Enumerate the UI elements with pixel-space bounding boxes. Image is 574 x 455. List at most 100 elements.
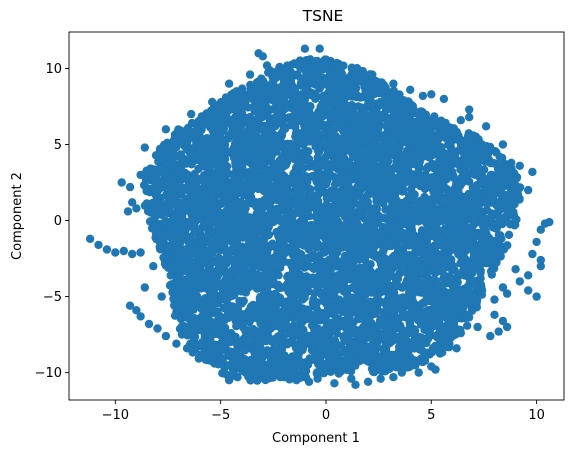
scatter-point [319, 368, 329, 378]
scatter-point [357, 169, 367, 178]
scatter-point [448, 167, 457, 177]
scatter-point [377, 366, 386, 376]
scatter-point [289, 272, 298, 281]
scatter-point [503, 241, 512, 250]
scatter-point [385, 331, 395, 341]
scatter-point [428, 159, 437, 168]
scatter-point [343, 192, 352, 201]
scatter-point [372, 197, 381, 206]
scatter-point [472, 185, 481, 195]
scatter-point [379, 246, 388, 255]
scatter-point [242, 152, 252, 161]
scatter-point [322, 311, 331, 321]
scatter-point [228, 147, 238, 156]
scatter-point [241, 96, 251, 105]
scatter-point [405, 223, 414, 233]
scatter-point [372, 136, 381, 145]
scatter-point [182, 159, 191, 168]
scatter-point [276, 263, 285, 272]
scatter-point [427, 173, 436, 182]
scatter-point [475, 266, 485, 275]
scatter-point [327, 159, 337, 168]
scatter-point [375, 320, 384, 329]
scatter-point [452, 289, 462, 298]
scatter-point [407, 266, 416, 275]
scatter-point [273, 355, 282, 364]
scatter-point [390, 251, 399, 260]
scatter-point [512, 172, 522, 182]
scatter-point [212, 307, 221, 316]
scatter-point [463, 321, 472, 330]
scatter-point [396, 250, 405, 259]
scatter-point [299, 134, 308, 143]
scatter-point [330, 336, 340, 345]
scatter-point [176, 314, 186, 323]
scatter-point [346, 76, 356, 85]
scatter-point [466, 279, 476, 288]
scatter-point [367, 319, 376, 328]
scatter-point [211, 340, 220, 349]
scatter-point [284, 338, 294, 347]
scatter-point [174, 215, 184, 224]
scatter-point [283, 279, 292, 288]
scatter-point [279, 180, 288, 190]
scatter-point [413, 286, 422, 295]
scatter-point [206, 335, 215, 344]
scatter-point [352, 83, 361, 93]
scatter-point [357, 193, 366, 202]
scatter-point [361, 87, 370, 97]
scatter-point [299, 164, 308, 173]
scatter-point [360, 346, 370, 355]
scatter-point [248, 332, 257, 341]
scatter-point [492, 148, 501, 157]
scatter-point [405, 274, 414, 283]
scatter-point [426, 276, 436, 285]
scatter-point [305, 354, 314, 363]
scatter-point [249, 325, 258, 334]
scatter-point [245, 317, 254, 327]
scatter-point [343, 258, 352, 267]
scatter-point [416, 196, 425, 205]
scatter-point [244, 307, 253, 316]
scatter-point [488, 159, 497, 168]
scatter-point [198, 190, 208, 199]
scatter-point [385, 194, 394, 203]
scatter-point [398, 187, 407, 196]
scatter-point [287, 178, 296, 188]
scatter-point [320, 335, 329, 344]
scatter-point [398, 262, 408, 271]
scatter-point [290, 155, 299, 164]
scatter-point [316, 345, 325, 355]
scatter-point [280, 316, 289, 325]
scatter-point [269, 253, 278, 262]
scatter-point [300, 98, 309, 107]
scatter-point [216, 346, 225, 356]
scatter-point [314, 147, 323, 156]
scatter-point [227, 120, 236, 129]
scatter-point [370, 116, 379, 125]
scatter-point [416, 354, 425, 363]
scatter-point [237, 168, 246, 177]
scatter-point [385, 323, 395, 333]
scatter-point [355, 314, 364, 324]
scatter-point [232, 312, 241, 321]
scatter-point [404, 253, 414, 263]
scatter-point [233, 220, 242, 229]
scatter-point [379, 90, 389, 99]
scatter-point [339, 86, 348, 95]
scatter-point [405, 103, 414, 112]
scatter-point [185, 222, 195, 231]
scatter-point [262, 165, 271, 175]
scatter-point [218, 292, 228, 302]
scatter-point [358, 179, 367, 189]
scatter-point [189, 305, 198, 314]
scatter-point [498, 219, 507, 229]
scatter-point [273, 196, 282, 205]
scatter-point [166, 271, 175, 280]
scatter-point [315, 184, 325, 193]
scatter-point [380, 110, 389, 119]
scatter-point [463, 138, 473, 147]
scatter-point [357, 334, 366, 343]
scatter-point [410, 196, 419, 206]
